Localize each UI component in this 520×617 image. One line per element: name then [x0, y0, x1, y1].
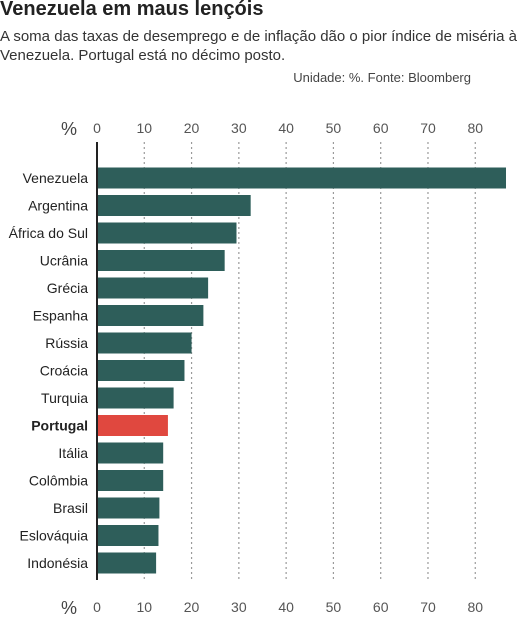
bar — [97, 387, 174, 409]
x-tick-label-top: 0 — [93, 120, 101, 136]
bar — [97, 360, 185, 381]
category-label: Eslováquia — [20, 528, 89, 544]
category-label: Portugal — [31, 418, 88, 434]
x-tick-label-bottom: 80 — [467, 599, 483, 615]
bar — [97, 332, 192, 354]
bar — [97, 525, 159, 546]
category-label: Indonésia — [27, 555, 88, 571]
category-label: Ucrânia — [40, 253, 88, 269]
bar — [97, 415, 168, 436]
category-label: Venezuela — [23, 170, 89, 186]
bar — [97, 277, 209, 299]
category-label: África do Sul — [9, 225, 88, 241]
bar — [97, 497, 160, 519]
x-tick-label-bottom: 0 — [93, 599, 101, 615]
chart-title: Venezuela em maus lençóis — [0, 0, 264, 20]
x-tick-label-bottom: 70 — [420, 599, 436, 615]
category-label: Espanha — [33, 308, 88, 324]
category-label: Rússia — [45, 335, 88, 351]
category-label: Turquia — [41, 390, 88, 406]
x-tick-label-top: 80 — [467, 120, 483, 136]
source-note: Unidade: %. Fonte: Bloomberg — [293, 70, 471, 85]
category-label: Itália — [58, 445, 88, 461]
x-tick-label-bottom: 30 — [231, 599, 247, 615]
x-tick-label-top: 10 — [136, 120, 152, 136]
bar — [97, 167, 506, 189]
x-tick-label-top: 60 — [373, 120, 389, 136]
x-tick-label-bottom: 40 — [278, 599, 294, 615]
x-tick-label-top: 20 — [184, 120, 200, 136]
x-tick-label-bottom: 10 — [136, 599, 152, 615]
category-label: Grécia — [47, 280, 88, 296]
chart-subtitle: A soma das taxas de desemprego e de infl… — [0, 28, 517, 64]
bar — [97, 442, 164, 464]
x-tick-label-bottom: 50 — [326, 599, 342, 615]
x-tick-label-top: 70 — [420, 120, 436, 136]
category-label: Croácia — [40, 363, 88, 379]
unit-label-bottom: % — [61, 598, 77, 617]
x-tick-label-bottom: 60 — [373, 599, 389, 615]
bar — [97, 195, 251, 216]
x-tick-label-bottom: 20 — [184, 599, 200, 615]
bar — [97, 305, 204, 326]
x-tick-label-top: 30 — [231, 120, 247, 136]
unit-label-top: % — [61, 119, 77, 139]
bar — [97, 552, 157, 574]
category-label: Brasil — [53, 500, 88, 516]
category-label: Colômbia — [29, 473, 88, 489]
category-label: Argentina — [28, 198, 88, 214]
bar — [97, 222, 237, 244]
bar — [97, 250, 225, 271]
x-tick-label-top: 50 — [326, 120, 342, 136]
bar — [97, 470, 164, 491]
x-tick-label-top: 40 — [278, 120, 294, 136]
